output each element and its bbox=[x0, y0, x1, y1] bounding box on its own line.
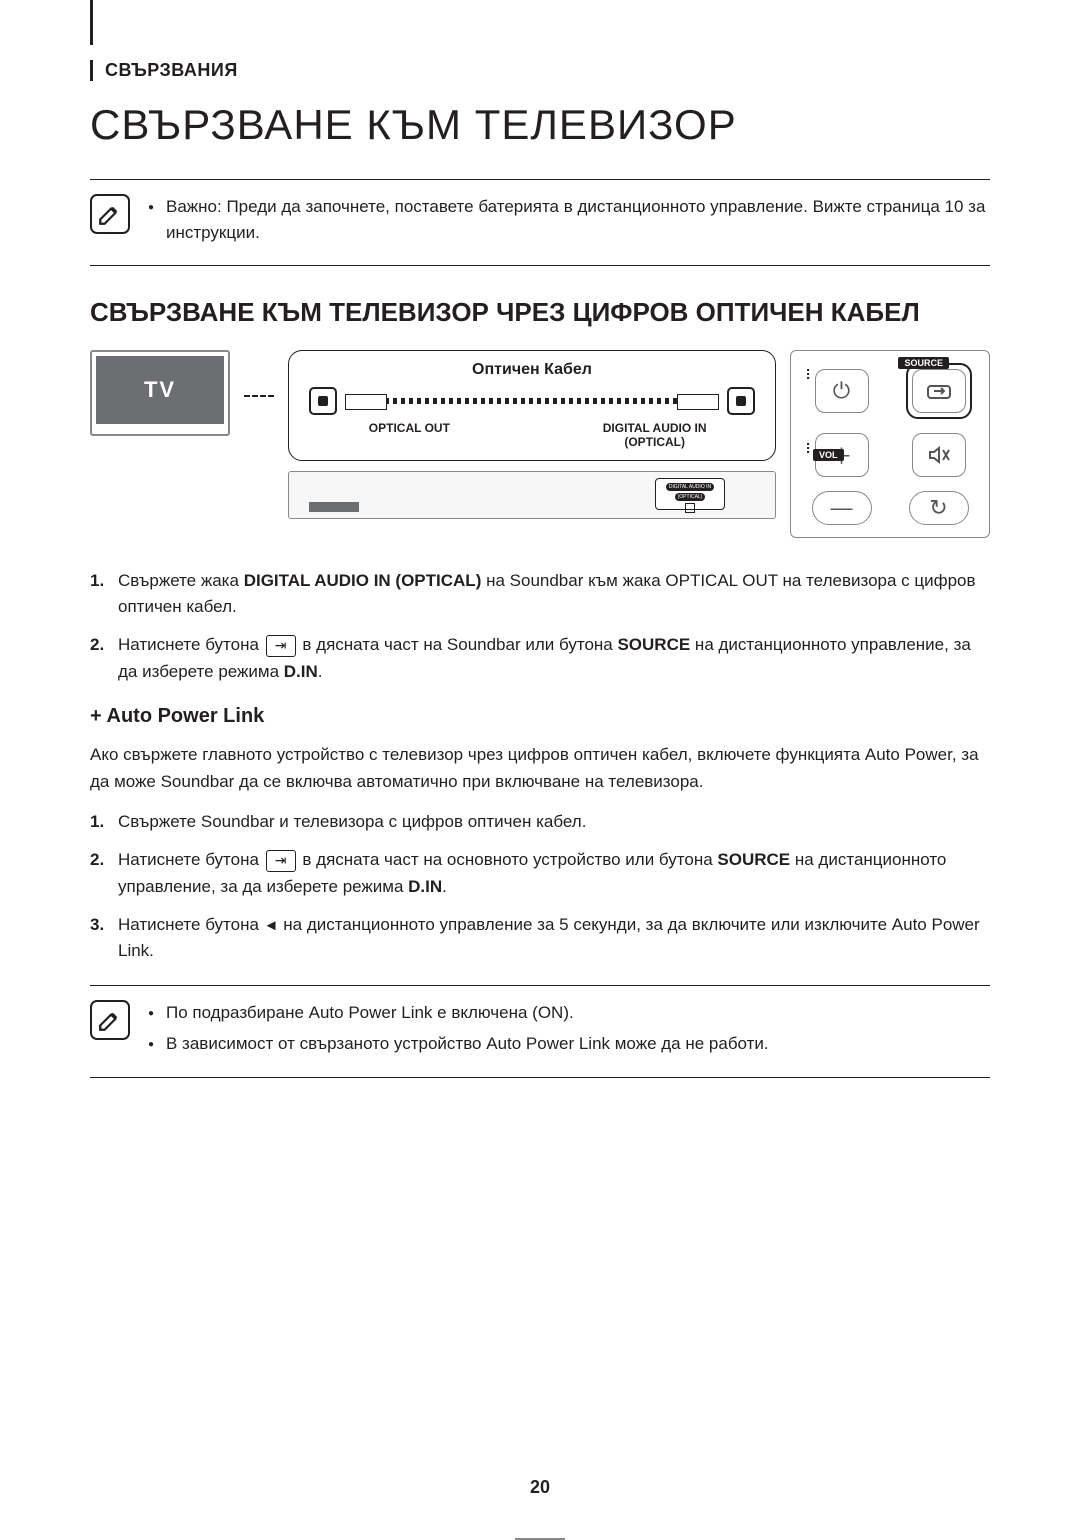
steps-list-1: Свържете жака DIGITAL AUDIO IN (OPTICAL)… bbox=[90, 568, 990, 685]
source-tag: SOURCE bbox=[898, 357, 949, 369]
optical-wire-icon bbox=[345, 398, 719, 404]
cable-title: Оптичен Кабел bbox=[309, 361, 755, 379]
note-item: По подразбиране Auto Power Link е включе… bbox=[148, 1000, 769, 1026]
section-heading: СВЪРЗВАНЕ КЪМ ТЕЛЕВИЗОР ЧРЕЗ ЦИФРОВ ОПТИ… bbox=[90, 296, 990, 330]
vol-tag: VOL bbox=[813, 449, 844, 461]
note-block-top: Важно: Преди да започнете, поставете бат… bbox=[90, 179, 990, 266]
page-title: СВЪРЗВАНЕ КЪМ ТЕЛЕВИЗОР bbox=[90, 101, 990, 149]
power-button-icon: ⏻ bbox=[815, 369, 869, 413]
connection-diagram: TV Оптичен Кабел OPTICAL OUT DIGITAL AUD… bbox=[90, 350, 990, 538]
note-block-bottom: По подразбиране Auto Power Link е включе… bbox=[90, 985, 990, 1078]
source-button-highlight bbox=[906, 363, 972, 419]
soundbar-illustration: DIGITAL AUDIO IN (OPTICAL) bbox=[288, 471, 776, 519]
note-icon bbox=[90, 1000, 130, 1040]
apl-step-3: Натиснете бутона ◄ на дистанционното упр… bbox=[90, 912, 990, 965]
top-edge-rule bbox=[90, 0, 93, 45]
tv-label: TV bbox=[96, 356, 224, 424]
note-list-bottom: По подразбиране Auto Power Link е включе… bbox=[148, 1000, 769, 1063]
apl-step-2: Натиснете бутона ⇥ в дясната част на осн… bbox=[90, 847, 990, 900]
steps-list-2: Свържете Soundbar и телевизора с цифров … bbox=[90, 809, 990, 965]
mute-button-icon bbox=[912, 433, 966, 477]
source-inline-icon: ⇥ bbox=[266, 635, 296, 657]
cable-callout: Оптичен Кабел OPTICAL OUT DIGITAL AUDIO … bbox=[288, 350, 776, 461]
note-item: В зависимост от свързаното устройство Au… bbox=[148, 1031, 769, 1057]
repeat-button-icon: ↻ bbox=[909, 491, 969, 525]
note-item: Важно: Преди да започнете, поставете бат… bbox=[148, 194, 990, 245]
port-label-left: OPTICAL OUT bbox=[309, 421, 510, 450]
soundbar-port-label: DIGITAL AUDIO IN (OPTICAL) bbox=[655, 478, 725, 510]
note-icon bbox=[90, 194, 130, 234]
optical-plug-right-icon bbox=[727, 387, 755, 415]
optical-plug-left-icon bbox=[309, 387, 337, 415]
remote-illustration: SOURCE VOL ⠇ ⠇ ⏻ ＋ — ↻ bbox=[790, 350, 990, 538]
tv-illustration: TV bbox=[90, 350, 230, 436]
left-arrow-icon: ◄ bbox=[264, 917, 279, 934]
auto-power-link-intro: Ако свържете главното устройство с телев… bbox=[90, 742, 990, 795]
vol-down-button-icon: — bbox=[812, 491, 872, 525]
page-number: 20 bbox=[530, 1477, 550, 1498]
source-button-icon bbox=[912, 369, 966, 413]
source-inline-icon: ⇥ bbox=[266, 850, 296, 872]
auto-power-link-heading: Auto Power Link bbox=[90, 705, 990, 728]
port-label-right: DIGITAL AUDIO IN (OPTICAL) bbox=[554, 421, 755, 450]
section-label: СВЪРЗВАНИЯ bbox=[90, 60, 990, 81]
step-2: Натиснете бутона ⇥ в дясната част на Sou… bbox=[90, 632, 990, 685]
dashed-connector bbox=[244, 395, 274, 397]
note-list: Важно: Преди да започнете, поставете бат… bbox=[148, 194, 990, 251]
step-1: Свържете жака DIGITAL AUDIO IN (OPTICAL)… bbox=[90, 568, 990, 621]
apl-step-1: Свържете Soundbar и телевизора с цифров … bbox=[90, 809, 990, 835]
cable-and-soundbar: Оптичен Кабел OPTICAL OUT DIGITAL AUDIO … bbox=[288, 350, 776, 519]
